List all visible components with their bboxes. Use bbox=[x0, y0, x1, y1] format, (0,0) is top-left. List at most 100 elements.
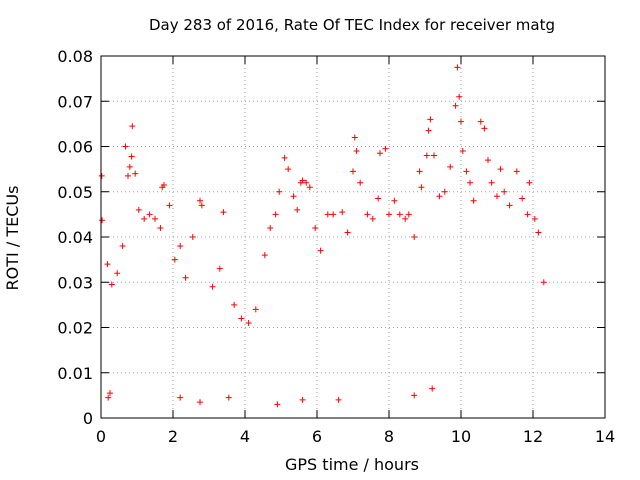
data-point bbox=[135, 206, 142, 213]
x-tick-label: 4 bbox=[240, 427, 250, 446]
data-point bbox=[364, 211, 371, 218]
data-point bbox=[396, 211, 403, 218]
x-axis-label: GPS time / hours bbox=[285, 455, 419, 474]
data-point bbox=[470, 197, 477, 204]
x-tick-label: 8 bbox=[384, 427, 394, 446]
data-point bbox=[425, 127, 432, 134]
data-point bbox=[128, 153, 135, 160]
data-point bbox=[427, 116, 434, 123]
y-tick-label: 0.08 bbox=[57, 47, 93, 66]
data-point bbox=[423, 152, 430, 159]
data-point bbox=[317, 247, 324, 254]
data-point bbox=[494, 193, 500, 200]
data-point bbox=[335, 396, 342, 403]
axis-ticks: 0 2 4 6 8 10 12 14 0 0.01 0.02 0.03 0.04 0.05 0.06 0.07… bbox=[57, 47, 615, 446]
data-points bbox=[98, 64, 547, 408]
y-tick-label: 0.01 bbox=[57, 364, 93, 383]
data-point bbox=[456, 93, 463, 100]
data-point bbox=[177, 394, 184, 401]
data-point bbox=[105, 394, 112, 401]
data-point bbox=[353, 148, 360, 155]
data-point bbox=[274, 401, 281, 408]
data-point bbox=[447, 163, 454, 170]
data-point bbox=[290, 193, 297, 200]
x-tick-label: 12 bbox=[523, 427, 543, 446]
data-point bbox=[375, 195, 382, 202]
data-point bbox=[459, 148, 466, 155]
data-point bbox=[386, 211, 392, 218]
data-point bbox=[452, 102, 459, 109]
data-point bbox=[189, 234, 196, 240]
data-point bbox=[402, 215, 409, 222]
data-point bbox=[182, 274, 189, 281]
data-point bbox=[209, 283, 216, 290]
y-tick-label: 0.04 bbox=[57, 228, 93, 247]
data-point bbox=[350, 168, 356, 175]
data-point bbox=[267, 224, 274, 231]
x-tick-label: 14 bbox=[595, 427, 615, 446]
data-point bbox=[197, 197, 203, 204]
x-tick-label: 10 bbox=[451, 427, 471, 446]
data-point bbox=[157, 224, 164, 231]
data-point bbox=[324, 211, 331, 218]
data-point bbox=[382, 145, 389, 152]
data-point bbox=[119, 243, 126, 250]
data-point bbox=[122, 143, 129, 150]
data-point bbox=[526, 179, 533, 186]
data-point bbox=[303, 179, 310, 186]
data-point bbox=[411, 234, 418, 240]
data-point bbox=[485, 157, 491, 164]
data-point bbox=[161, 181, 167, 188]
data-point bbox=[344, 229, 351, 236]
data-point bbox=[405, 211, 412, 218]
data-point bbox=[416, 168, 423, 175]
data-point bbox=[306, 184, 313, 191]
grid-lines bbox=[101, 56, 605, 418]
data-point bbox=[540, 279, 547, 286]
data-point bbox=[497, 166, 504, 173]
data-point bbox=[220, 209, 227, 216]
data-point bbox=[467, 179, 473, 186]
data-point bbox=[339, 209, 346, 216]
y-axis-label: ROTI / TECUs bbox=[3, 186, 22, 291]
data-point bbox=[524, 211, 531, 218]
data-point bbox=[488, 179, 495, 186]
data-point bbox=[171, 256, 178, 263]
chart-title: Day 283 of 2016, Rate Of TEC Index for r… bbox=[149, 16, 555, 34]
data-point bbox=[132, 170, 139, 177]
data-point bbox=[501, 188, 508, 195]
data-point bbox=[535, 229, 542, 236]
x-tick-label: 6 bbox=[312, 427, 322, 446]
x-tick-label: 2 bbox=[168, 427, 178, 446]
data-point bbox=[107, 390, 113, 397]
data-point bbox=[177, 243, 184, 250]
data-point bbox=[272, 211, 279, 218]
data-point bbox=[299, 396, 306, 403]
data-point bbox=[436, 193, 443, 200]
data-point bbox=[99, 217, 106, 224]
data-point bbox=[198, 202, 205, 209]
data-point bbox=[312, 224, 319, 231]
data-point bbox=[114, 270, 121, 277]
data-point bbox=[197, 399, 203, 406]
data-point bbox=[129, 123, 136, 130]
y-tick-label: 0.02 bbox=[57, 319, 93, 338]
data-point bbox=[506, 202, 513, 209]
data-point bbox=[152, 215, 158, 222]
y-tick-label: 0.05 bbox=[57, 183, 93, 202]
data-point bbox=[519, 195, 526, 202]
data-point bbox=[531, 215, 538, 222]
data-point bbox=[166, 202, 173, 209]
data-point bbox=[299, 177, 306, 184]
data-point bbox=[429, 385, 436, 392]
data-point bbox=[231, 301, 238, 308]
data-point bbox=[108, 281, 115, 288]
data-point bbox=[238, 315, 245, 322]
data-point bbox=[276, 188, 283, 195]
data-point bbox=[481, 125, 488, 132]
data-point bbox=[104, 261, 111, 268]
data-point bbox=[431, 152, 437, 159]
y-tick-label: 0.03 bbox=[57, 273, 93, 292]
